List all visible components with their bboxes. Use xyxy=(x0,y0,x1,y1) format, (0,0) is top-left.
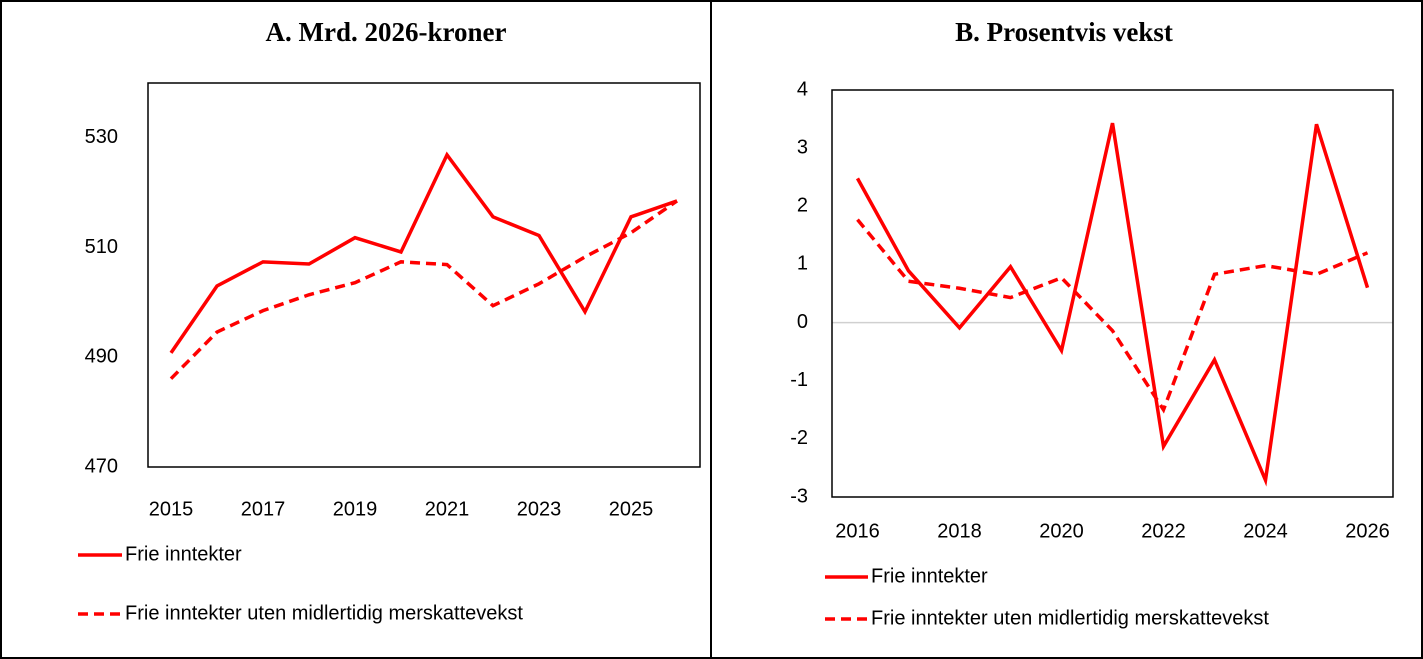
y-tick-label: 2 xyxy=(797,195,808,217)
x-tick-label: 2017 xyxy=(241,498,286,520)
plot-area xyxy=(147,82,701,468)
x-tick-label: 2025 xyxy=(609,498,654,520)
x-tick-label: 2021 xyxy=(425,498,470,520)
legend-label: Frie inntekter xyxy=(871,565,988,587)
legend-label: Frie inntekter uten midlertidig merskatt… xyxy=(125,602,523,624)
x-tick-label: 2022 xyxy=(1141,520,1186,542)
plot-area xyxy=(831,89,1394,498)
series-line xyxy=(856,218,1369,414)
x-tick-label: 2020 xyxy=(1039,520,1084,542)
chart-title: A. Mrd. 2026-kroner xyxy=(266,17,507,47)
x-tick-label: 2019 xyxy=(333,498,378,520)
y-tick-label: -3 xyxy=(790,485,808,507)
y-tick-label: 4 xyxy=(797,78,808,100)
x-tick-label: 2024 xyxy=(1243,520,1288,542)
chart-title: B. Prosentvis vekst xyxy=(955,17,1173,47)
series-line xyxy=(855,122,1370,487)
y-tick-label: 470 xyxy=(85,455,118,477)
y-tick-label: 1 xyxy=(797,253,808,275)
y-tick-label: 490 xyxy=(85,346,118,368)
x-tick-label: 2016 xyxy=(835,520,880,542)
y-tick-label: -2 xyxy=(790,427,808,449)
y-tick-label: 510 xyxy=(85,236,118,258)
series-line xyxy=(169,151,678,354)
y-tick-label: 3 xyxy=(797,136,808,158)
y-tick-label: -1 xyxy=(790,369,808,391)
x-tick-label: 2026 xyxy=(1345,520,1390,542)
y-tick-label: 0 xyxy=(797,311,808,333)
legend-label: Frie inntekter uten midlertidig merskatt… xyxy=(871,607,1269,629)
legend-label: Frie inntekter xyxy=(125,543,242,565)
y-tick-label: 530 xyxy=(85,126,118,148)
x-tick-label: 2018 xyxy=(937,520,982,542)
x-tick-label: 2023 xyxy=(517,498,562,520)
x-tick-label: 2015 xyxy=(149,498,194,520)
series-line xyxy=(169,199,678,380)
